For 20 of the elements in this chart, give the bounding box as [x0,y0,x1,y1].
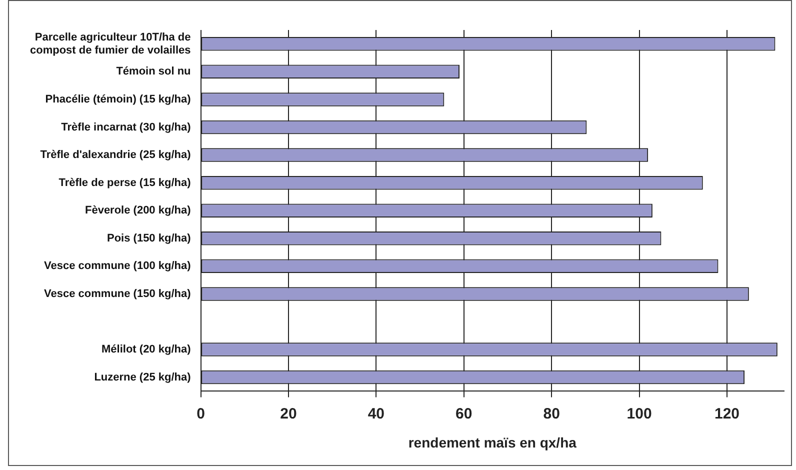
y-tick-label: Témoin sol nu [116,66,191,78]
y-tick-label: Vesce commune (150 kg/ha) [44,288,192,300]
y-tick-label: Luzerne (25 kg/ha) [94,371,192,384]
y-tick-label: Trèfle d'alexandrie (25 kg/ha) [40,149,192,162]
x-tick-label: 40 [368,405,385,422]
x-tick-label: 60 [456,405,472,422]
y-tick-label: Pois (150 kg/ha) [107,232,192,244]
x-tick-label: 80 [543,405,560,422]
x-tick-label: 100 [626,405,652,422]
x-tick-label: 20 [280,405,297,422]
y-tick-label: Trèfle de perse (15 kg/ha) [58,176,192,189]
y-tick-label: Trèfle incarnat (30 kg/ha) [61,121,192,134]
x-tick-label: 0 [196,405,205,422]
x-axis-title: rendement maïs en qx/ha [408,434,577,450]
y-tick-label: Parcelle agriculteur 10T/ha de compost de fumier de volailles [30,31,191,57]
x-tick-label: 120 [714,405,740,422]
y-tick-label: Phacélie (témoin) (15 kg/ha) [45,93,192,106]
y-tick-label: Fèverole (200 kg/ha) [84,204,192,217]
y-tick-label: Mélilot (20 kg/ha) [102,344,192,356]
y-tick-label: Vesce commune (100 kg/ha) [44,260,192,272]
